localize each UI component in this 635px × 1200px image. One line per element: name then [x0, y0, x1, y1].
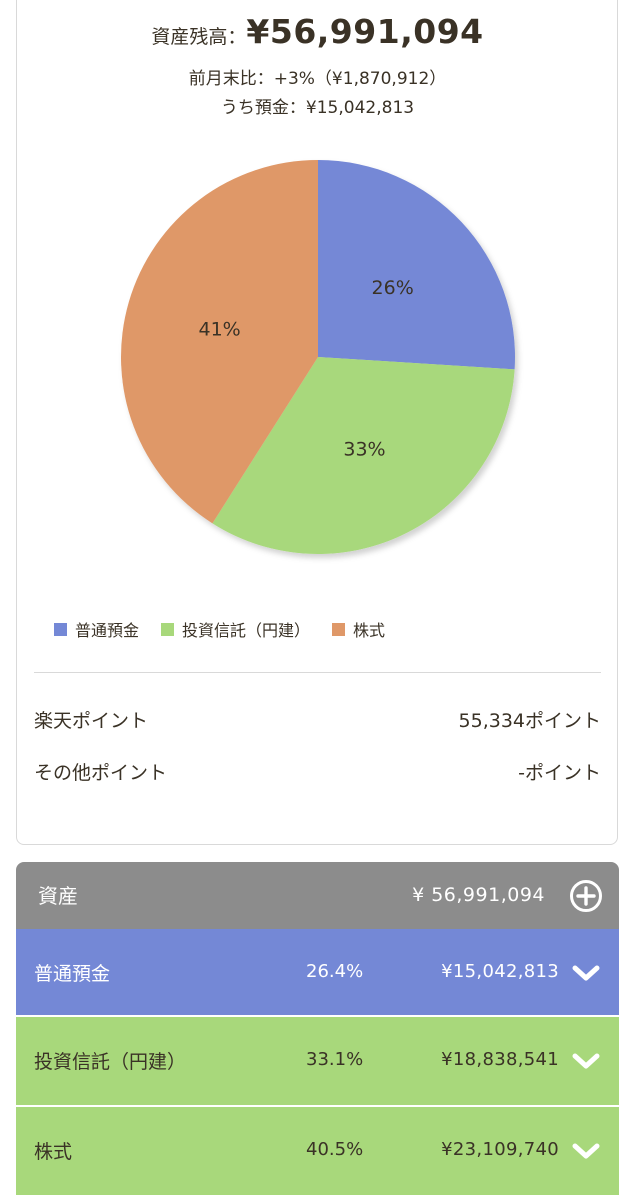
monthly-change: 前月末比：+3%（¥1,870,912） — [188, 69, 447, 89]
asset-row-amount: ¥23,109,740 — [441, 1139, 559, 1160]
legend-item-1: 投資信託（円建） — [161, 617, 310, 641]
asset-row-name: 投資信託（円建） — [34, 1051, 187, 1073]
asset-row-name: 普通預金 — [34, 963, 111, 985]
asset-row-stocks[interactable]: 株式 40.5% ¥23,109,740 — [16, 1107, 619, 1197]
plus-circle-icon[interactable] — [569, 879, 603, 913]
other-points-label: その他ポイント — [34, 762, 168, 784]
chevron-down-icon[interactable] — [571, 1051, 601, 1071]
balance-line: 資産残高：¥56,991,094 — [0, 12, 635, 51]
asset-row-amount: ¥18,838,541 — [441, 1049, 559, 1070]
legend-swatch — [54, 622, 67, 636]
legend-item-2: 株式 — [332, 617, 385, 641]
rakuten-points-row: 楽天ポイント 55,334ポイント — [34, 706, 601, 733]
rakuten-points-label: 楽天ポイント — [34, 710, 149, 732]
legend-swatch — [332, 622, 346, 636]
asset-header: 資産 ¥ 56,991,094 — [16, 862, 619, 929]
pie-slice-0 — [318, 160, 515, 370]
asset-row-percent: 26.4% — [306, 961, 364, 982]
pie-slice-1 — [212, 357, 515, 554]
pie-slice-2 — [121, 160, 319, 524]
legend-label: 株式 — [353, 621, 386, 640]
other-points-value: -ポイント — [518, 762, 601, 784]
chevron-down-icon[interactable] — [571, 963, 601, 983]
legend-label: 普通預金 — [75, 621, 140, 640]
rakuten-points-value: 55,334ポイント — [458, 710, 601, 732]
pie-slice-label-2: 41% — [199, 318, 241, 340]
pie-slice-label-1: 33% — [343, 438, 385, 460]
legend-label: 投資信託（円建） — [182, 621, 311, 640]
balance-label: 資産残高： — [151, 26, 247, 48]
asset-pie-chart: 26% 33% 41% — [121, 160, 515, 554]
asset-row-amount: ¥15,042,813 — [441, 961, 559, 982]
asset-table: 資産 ¥ 56,991,094 普通預金 26.4% ¥15,042,813 投… — [16, 862, 619, 1197]
asset-row-percent: 33.1% — [306, 1049, 364, 1070]
other-points-row: その他ポイント -ポイント — [34, 758, 601, 785]
chart-legend: 普通預金 投資信託（円建） 株式 — [54, 617, 407, 641]
asset-row-percent: 40.5% — [306, 1139, 364, 1160]
asset-row-investment-trust[interactable]: 投資信託（円建） 33.1% ¥18,838,541 — [16, 1017, 619, 1107]
divider — [34, 672, 601, 673]
legend-swatch — [161, 622, 175, 636]
asset-header-title: 資産 — [38, 884, 78, 908]
asset-header-total: ¥ 56,991,094 — [412, 884, 545, 906]
balance-value: ¥56,991,094 — [246, 12, 484, 51]
asset-row-bank-deposit[interactable]: 普通預金 26.4% ¥15,042,813 — [16, 929, 619, 1017]
deposit-amount: うち預金：¥15,042,813 — [220, 98, 415, 118]
pie-slice-label-0: 26% — [372, 277, 414, 299]
legend-item-0: 普通預金 — [54, 617, 139, 641]
asset-row-name: 株式 — [34, 1141, 73, 1163]
chevron-down-icon[interactable] — [571, 1141, 601, 1161]
